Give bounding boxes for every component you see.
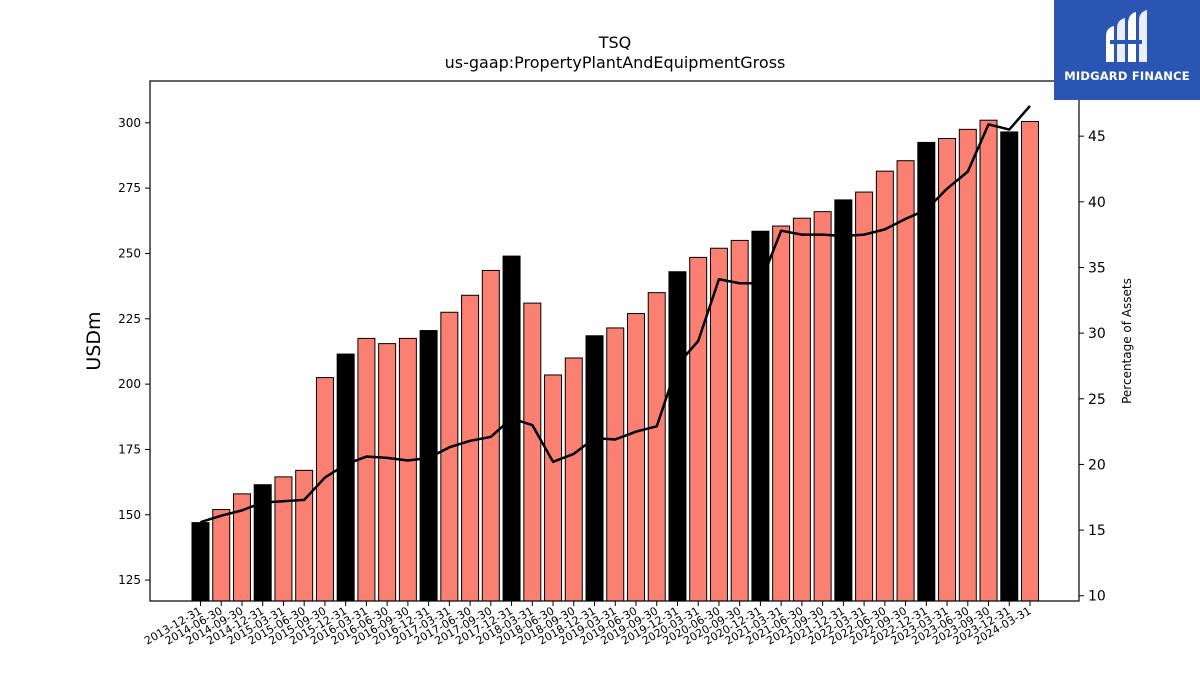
bar: [958, 128, 977, 602]
bar: [772, 225, 791, 602]
brand-logo: MIDGARD FINANCE: [1054, 0, 1200, 100]
bar: [357, 337, 376, 602]
bar: [295, 469, 314, 602]
bar: [585, 335, 604, 602]
y-tick-label: 250: [118, 246, 141, 260]
y-tick-label: 300: [118, 116, 141, 130]
bar: [544, 374, 563, 602]
bar: [668, 271, 687, 602]
chart-title: TSQ: [598, 33, 632, 52]
y2-axis-label: Percentage of Assets: [1120, 278, 1134, 404]
y-tick-label: 125: [118, 573, 141, 587]
bar: [378, 343, 397, 602]
bar: [834, 199, 853, 602]
bar: [875, 170, 894, 602]
bar: [315, 377, 334, 602]
y-tick-label: 225: [118, 312, 141, 326]
x-axis: 2013-12-312014-06-302014-09-302014-12-31…: [142, 601, 1034, 648]
bar: [502, 255, 521, 602]
bar: [419, 330, 438, 602]
bar: [751, 230, 770, 602]
y-tick-label: 275: [118, 181, 141, 195]
y2-tick-label: 30: [1088, 326, 1106, 342]
bar: [1000, 131, 1019, 602]
brand-name: MIDGARD FINANCE: [1064, 69, 1190, 83]
bar: [730, 239, 749, 602]
plot-frame: [149, 80, 1080, 602]
y2-tick-label: 15: [1088, 523, 1106, 539]
bar: [896, 160, 915, 602]
percentage-line: [200, 105, 1031, 524]
bar: [709, 247, 728, 602]
y-tick-label: 175: [118, 442, 141, 456]
y-axis-right: 10 15 20 25 30 35 40 45: [1079, 129, 1106, 605]
bar: [564, 357, 583, 602]
y-tick-label: 150: [118, 508, 141, 522]
bar: [191, 522, 210, 602]
bar: [938, 137, 957, 602]
bar: [523, 302, 542, 602]
bar: [626, 313, 645, 602]
y2-tick-label: 40: [1088, 195, 1106, 211]
bar: [274, 476, 293, 602]
bar: [336, 353, 355, 602]
bar: [689, 256, 708, 602]
y-tick-label: 200: [118, 377, 141, 391]
bar: [813, 211, 832, 602]
bars-layer: [191, 119, 1039, 602]
y2-tick-label: 35: [1088, 260, 1106, 276]
bar: [606, 327, 625, 602]
y-axis-left: 125 150 175 200 225 250 275 300: [118, 116, 150, 587]
bar: [440, 311, 459, 602]
bar: [792, 217, 811, 602]
bar: [461, 294, 480, 602]
chart-subtitle: us-gaap:PropertyPlantAndEquipmentGross: [445, 53, 786, 72]
y2-tick-label: 45: [1088, 129, 1106, 145]
bar: [647, 292, 666, 602]
bar: [855, 191, 874, 602]
y2-tick-label: 25: [1088, 392, 1106, 408]
bar: [212, 509, 231, 602]
bar: [1021, 121, 1039, 602]
y2-tick-label: 10: [1088, 589, 1106, 605]
bar: [979, 119, 998, 602]
midgard-logo-icon: [1106, 10, 1147, 62]
y-axis-label: USDm: [83, 311, 105, 370]
y2-tick-label: 20: [1088, 457, 1106, 473]
bar: [398, 337, 417, 602]
